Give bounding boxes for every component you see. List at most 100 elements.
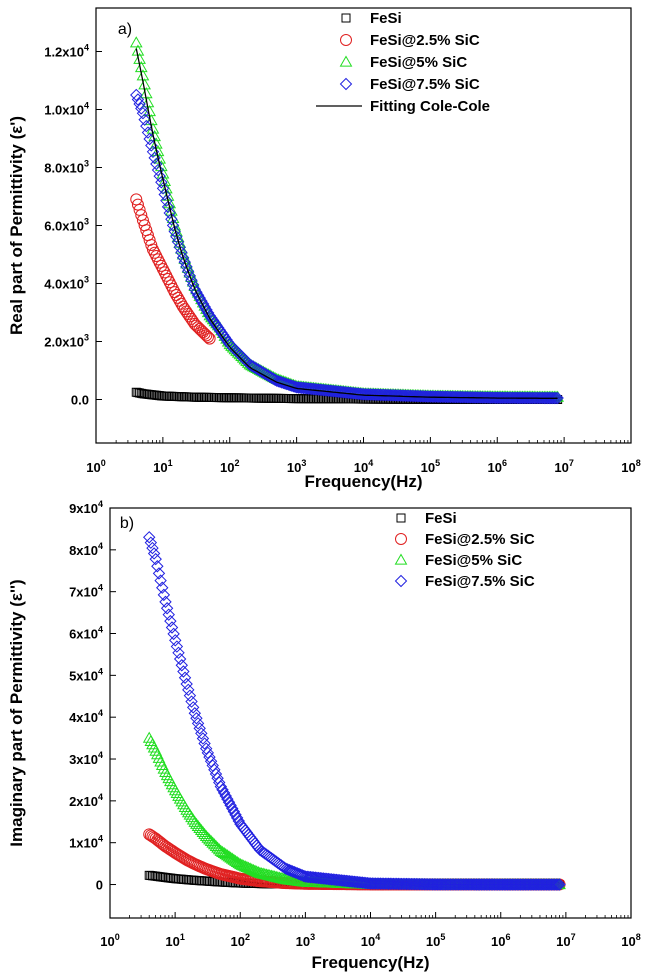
data-point [247, 863, 260, 875]
y-tick-label: 2x104 [69, 792, 103, 809]
data-point [178, 671, 192, 684]
x-tick-label: 106 [491, 932, 510, 949]
data-point [411, 877, 425, 891]
data-point [398, 877, 412, 891]
data-point [400, 877, 413, 891]
fit-line [135, 48, 558, 399]
legend-item: FeSi@5% SiC [394, 552, 522, 569]
x-tick-label: 102 [220, 458, 239, 475]
data-point [468, 878, 482, 891]
data-point [541, 878, 555, 891]
legend-item: FeSi@2.5% SiC [340, 32, 480, 49]
data-point [465, 878, 478, 891]
data-point [401, 877, 415, 891]
data-point [527, 878, 540, 891]
data-point [478, 878, 491, 891]
legend-label: FeSi@2.5% SiC [425, 531, 535, 548]
data-point [191, 717, 205, 730]
data-point [169, 634, 182, 647]
data-point [543, 878, 557, 891]
data-point [458, 878, 472, 891]
data-point [200, 329, 213, 342]
data-point [553, 878, 566, 891]
data-point [423, 878, 436, 891]
data-point [181, 264, 195, 278]
x-tick-label: 106 [488, 458, 507, 475]
data-point [413, 877, 426, 891]
data-point [146, 541, 159, 555]
data-point [450, 878, 464, 891]
data-point [159, 595, 172, 609]
data-point [551, 391, 564, 405]
x-tick-label: 108 [621, 458, 640, 475]
data-point [473, 878, 486, 891]
data-point [188, 707, 202, 720]
legend-item: FeSi@7.5% SiC [339, 76, 480, 93]
data-point [382, 877, 395, 890]
legend-label: FeSi [370, 10, 402, 27]
legend-marker [396, 513, 406, 523]
y-tick-label: 2.0x103 [44, 333, 89, 350]
data-point [175, 659, 188, 672]
data-point [366, 877, 379, 890]
data-point [387, 877, 400, 891]
data-point [455, 878, 469, 891]
data-point [380, 877, 394, 890]
data-point [203, 750, 216, 764]
y-tick-label: 6.0x103 [44, 217, 89, 234]
legend-marker [339, 55, 353, 67]
x-tick-label: 107 [556, 932, 575, 949]
data-point [512, 878, 526, 891]
data-point [158, 188, 171, 201]
data-point [410, 877, 423, 891]
data-point [229, 854, 242, 866]
data-point [452, 878, 465, 891]
data-point [164, 614, 177, 628]
data-point [232, 856, 246, 869]
data-point [195, 294, 208, 308]
data-point [161, 200, 175, 214]
data-point [549, 391, 563, 405]
data-point [230, 811, 244, 825]
data-point [388, 877, 402, 891]
legend-item: FeSi@5% SiC [339, 54, 467, 71]
legend-marker [394, 553, 408, 565]
legend-label: FeSi@2.5% SiC [370, 32, 480, 49]
data-point [153, 169, 166, 183]
data-point [149, 552, 162, 566]
data-point [186, 701, 200, 714]
data-point [419, 878, 433, 891]
data-point [135, 102, 148, 115]
data-point [180, 260, 193, 273]
data-point [242, 861, 255, 873]
data-point [221, 849, 234, 861]
data-point [183, 269, 196, 282]
data-point [157, 588, 171, 602]
data-point [432, 878, 446, 891]
data-point [489, 878, 503, 891]
data-point [471, 878, 485, 891]
data-point [198, 737, 211, 750]
x-tick-label: 101 [165, 932, 184, 949]
data-point [196, 732, 210, 745]
data-point [442, 878, 456, 891]
data-point [514, 878, 527, 891]
legend-label: Fitting Cole-Cole [370, 98, 490, 115]
x-tick-label: 101 [153, 458, 172, 475]
data-point [416, 878, 429, 891]
x-axis-label: Frequency(Hz) [304, 472, 422, 491]
legend-item: Fitting Cole-Cole [316, 98, 490, 115]
data-point [201, 306, 215, 320]
data-point [232, 814, 245, 828]
data-point [196, 297, 210, 311]
data-point [188, 283, 201, 296]
legend: FeSi FeSi@2.5% SiC FeSi@5% SiC FeSi@7.5% Si… [394, 510, 535, 590]
legend-marker [395, 533, 407, 545]
data-point [171, 235, 185, 249]
x-tick-label: 102 [231, 932, 250, 949]
data-point [546, 391, 559, 405]
data-point [499, 878, 513, 891]
data-point [502, 878, 516, 891]
legend-label: FeSi@5% SiC [425, 552, 522, 569]
data-point [195, 727, 208, 740]
